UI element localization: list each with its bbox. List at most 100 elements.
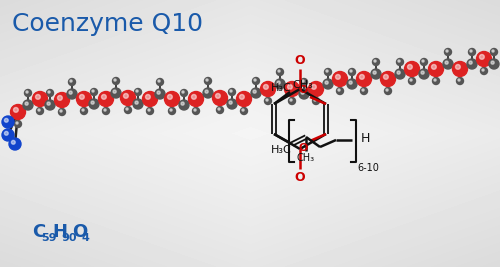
Circle shape — [70, 80, 72, 82]
Circle shape — [192, 108, 200, 115]
Circle shape — [362, 89, 364, 91]
Circle shape — [227, 99, 237, 109]
Circle shape — [336, 74, 340, 79]
Circle shape — [32, 92, 48, 107]
Text: Coenzyme Q10: Coenzyme Q10 — [12, 12, 203, 36]
Circle shape — [419, 69, 429, 79]
Circle shape — [260, 81, 276, 96]
Circle shape — [16, 122, 18, 124]
Circle shape — [203, 88, 213, 98]
Circle shape — [386, 89, 388, 91]
Circle shape — [395, 69, 405, 79]
Circle shape — [380, 72, 396, 87]
Circle shape — [356, 72, 372, 87]
Circle shape — [126, 108, 128, 110]
Circle shape — [421, 71, 424, 74]
Circle shape — [336, 88, 344, 95]
Circle shape — [467, 59, 477, 69]
Circle shape — [300, 78, 308, 85]
Circle shape — [134, 88, 141, 96]
Circle shape — [480, 54, 484, 59]
Circle shape — [9, 138, 21, 150]
Circle shape — [54, 92, 70, 108]
Circle shape — [236, 92, 252, 107]
Circle shape — [206, 79, 208, 81]
Circle shape — [489, 59, 499, 69]
Circle shape — [90, 88, 98, 96]
Text: H₃C: H₃C — [271, 83, 292, 93]
Circle shape — [408, 77, 416, 84]
Circle shape — [133, 99, 143, 109]
Circle shape — [242, 109, 244, 111]
Circle shape — [218, 108, 220, 110]
Circle shape — [432, 65, 436, 69]
Circle shape — [111, 88, 121, 98]
Circle shape — [408, 65, 412, 69]
Circle shape — [68, 78, 75, 85]
Circle shape — [155, 89, 165, 99]
Circle shape — [164, 92, 180, 107]
Circle shape — [98, 92, 114, 107]
Circle shape — [157, 91, 160, 94]
Circle shape — [212, 91, 228, 105]
Circle shape — [384, 88, 392, 95]
Circle shape — [92, 90, 94, 92]
Circle shape — [194, 109, 196, 111]
Circle shape — [428, 61, 444, 77]
Circle shape — [188, 92, 204, 107]
Circle shape — [158, 80, 160, 82]
Circle shape — [36, 108, 44, 115]
Circle shape — [148, 109, 150, 111]
Circle shape — [276, 69, 283, 76]
Text: H: H — [52, 223, 67, 241]
Circle shape — [216, 107, 224, 113]
Circle shape — [301, 91, 304, 94]
Circle shape — [4, 118, 8, 122]
Circle shape — [80, 108, 87, 115]
Circle shape — [182, 91, 184, 93]
Circle shape — [349, 81, 352, 84]
Circle shape — [240, 108, 248, 115]
Circle shape — [38, 109, 40, 111]
Circle shape — [252, 77, 260, 84]
Text: O: O — [298, 85, 308, 95]
Circle shape — [180, 89, 188, 96]
Circle shape — [308, 81, 324, 96]
Circle shape — [124, 93, 128, 98]
Circle shape — [324, 69, 332, 76]
Circle shape — [168, 95, 172, 99]
Circle shape — [113, 90, 116, 93]
Circle shape — [360, 88, 368, 95]
Circle shape — [58, 96, 62, 100]
Circle shape — [47, 102, 50, 105]
Circle shape — [120, 91, 136, 105]
Circle shape — [102, 108, 110, 115]
Circle shape — [299, 89, 309, 99]
Circle shape — [14, 120, 21, 128]
Circle shape — [288, 97, 296, 104]
Circle shape — [14, 108, 18, 112]
Circle shape — [482, 69, 484, 71]
Circle shape — [469, 61, 472, 64]
Circle shape — [338, 89, 340, 91]
Circle shape — [168, 108, 175, 115]
Circle shape — [10, 104, 26, 120]
Text: O: O — [298, 143, 308, 153]
Circle shape — [228, 88, 235, 96]
Circle shape — [278, 70, 280, 72]
Circle shape — [398, 60, 400, 62]
Circle shape — [91, 101, 94, 104]
Text: 6-10: 6-10 — [357, 163, 379, 173]
Circle shape — [372, 58, 380, 65]
Circle shape — [458, 79, 460, 81]
Circle shape — [146, 95, 150, 99]
Circle shape — [284, 81, 300, 96]
Circle shape — [332, 72, 347, 87]
Circle shape — [112, 77, 119, 84]
Circle shape — [2, 129, 14, 141]
Circle shape — [179, 100, 189, 110]
Circle shape — [230, 90, 232, 92]
Circle shape — [124, 107, 132, 113]
Circle shape — [445, 61, 448, 64]
Circle shape — [104, 109, 106, 111]
